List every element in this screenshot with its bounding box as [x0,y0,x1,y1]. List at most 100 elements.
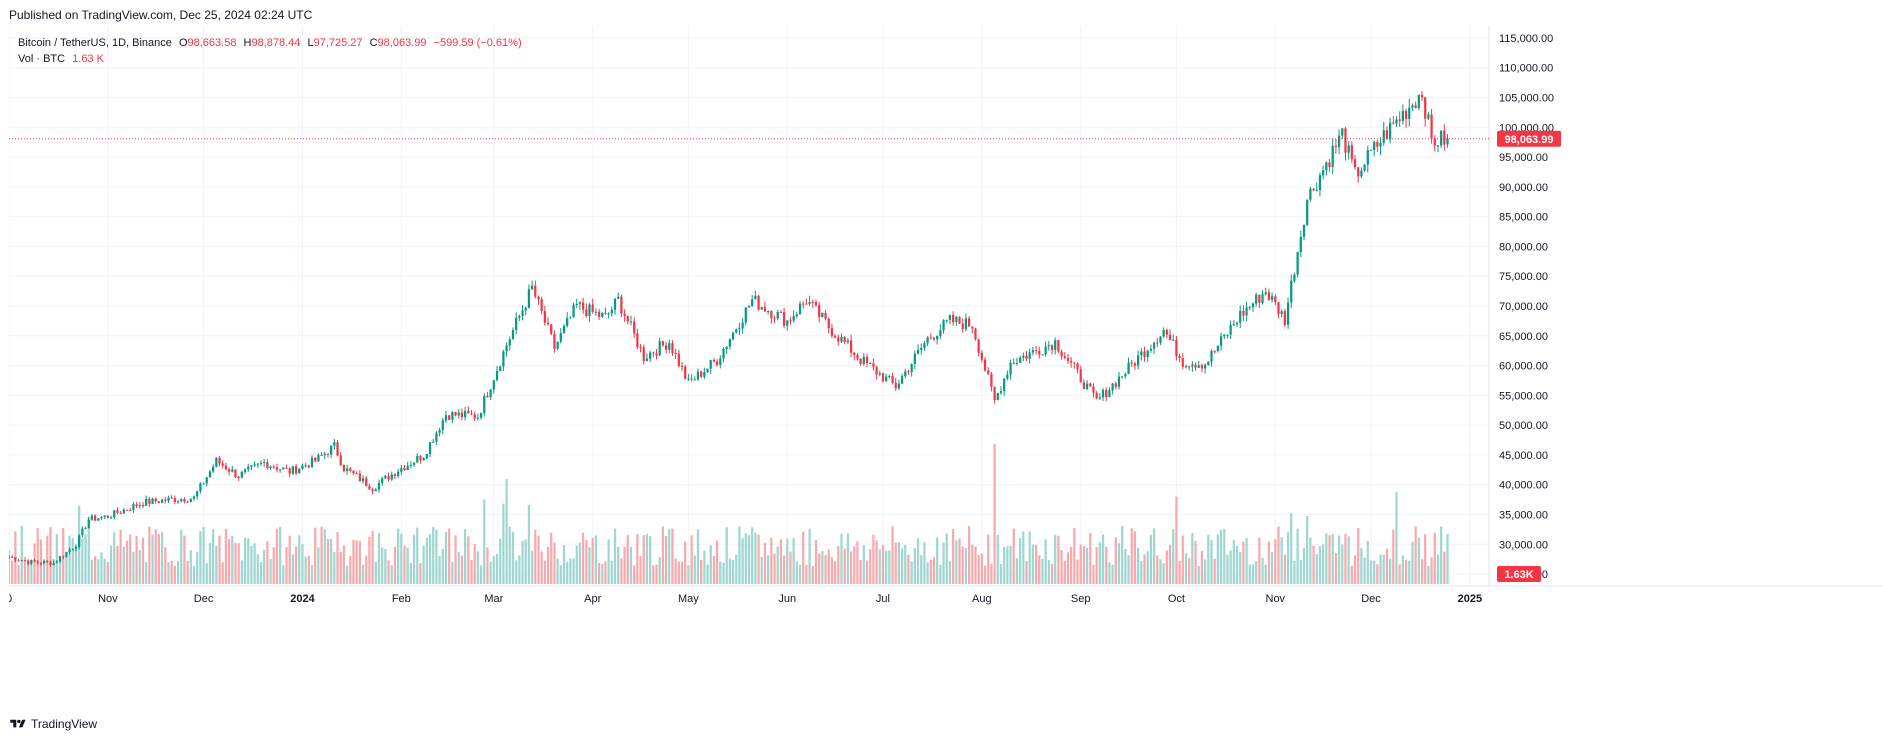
chart-area[interactable]: 25,000.0030,000.0035,000.0040,000.0045,0… [9,26,1883,708]
volume-bar [416,527,419,584]
candle-body [999,391,1003,394]
volume-bar [1373,560,1376,584]
candle-body [33,560,36,562]
candle-body [856,354,859,359]
candle-body [1213,350,1216,352]
volume-bar [1009,545,1012,584]
candle-body [843,336,846,343]
volume-bar [961,546,964,584]
volume-bar [1127,555,1130,584]
candle-body [1079,369,1082,383]
volume-bar [42,560,46,584]
footer-brand[interactable]: TradingView [9,717,97,731]
volume-bar [263,549,266,584]
candle-body [215,457,218,467]
volume-bar [798,564,802,584]
candle-body [371,489,374,492]
candle-body [192,496,196,499]
candle-body [1041,354,1044,356]
volume-bar [1140,561,1143,584]
volume-bar [1108,562,1111,584]
volume-bar [227,538,231,584]
volume-bar [1398,564,1401,584]
candle-body [240,471,243,478]
volume-bar [974,546,977,584]
candle-body [1389,122,1392,140]
candle-body [588,304,591,317]
volume-bar [725,527,728,584]
candle-body [243,469,247,472]
volume-bar [1105,546,1108,584]
candle-body [1028,352,1031,359]
volume-bar [1277,526,1280,584]
candle-body [1066,357,1070,361]
volume-bar [224,528,228,584]
volume-bar [655,564,658,584]
volume-bar [87,517,90,584]
volume-bar [1385,548,1389,584]
candle-body [878,373,881,375]
volume-bar [403,545,406,584]
candle-body [314,457,317,462]
candle-body [84,528,87,530]
y-tick-label: 95,000.00 [1499,152,1548,164]
volume-bar [958,538,961,584]
high-value: 98,878.44 [251,37,301,49]
candle-body [27,560,30,564]
candle-body [489,389,492,398]
candle-body [1283,311,1286,325]
volume-bar [1089,532,1092,584]
volume-bar [674,558,677,584]
candle-body [23,560,27,562]
candle-body [448,415,451,420]
volume-bar [173,565,176,584]
volume-bar [751,527,754,584]
candle-body [199,483,202,492]
candle-body [687,378,690,380]
candle-body [569,317,572,319]
volume-bar [342,545,346,584]
volume-bar [1366,540,1369,584]
volume-bar [668,528,671,584]
volume-bar [231,535,234,584]
volume-bar [952,529,955,584]
volume-bar [731,560,735,584]
candle-body [607,313,610,315]
candle-body [515,317,518,331]
volume-bar [1245,538,1248,584]
candle-body [958,316,961,324]
volume-bar [776,546,779,584]
volume-bar [237,543,240,584]
candle-body [904,371,907,377]
last-price-tag [1497,130,1561,147]
volume-bar [910,561,913,584]
candle-body [247,466,250,470]
volume-bar [1328,535,1331,584]
volume-bar [690,535,693,584]
volume-bar [741,538,744,584]
volume-bar [582,532,585,584]
candle-body [518,316,521,318]
candle-body [167,497,170,501]
candle-body [597,311,601,317]
volume-bar [993,444,996,584]
volume-bar [384,548,387,584]
volume-bar [291,554,294,584]
volume-bar [626,535,629,584]
candle-body [980,352,983,360]
candle-body [1082,382,1086,389]
candle-body [406,465,409,471]
y-tick-label: 45,000.00 [1499,450,1548,462]
volume-bar [94,556,97,584]
volume-bar [1318,546,1322,584]
candle-body [275,467,279,470]
candlestick-chart[interactable]: 25,000.0030,000.0035,000.0040,000.0045,0… [9,26,1883,708]
candle-body [1395,119,1398,124]
volume-bar [208,542,212,584]
candle-body [1022,355,1025,358]
x-tick-label: Dec [1361,593,1381,605]
volume-bar [1440,526,1443,584]
volume-bar [317,546,320,584]
candle-body [511,330,515,340]
candle-body [776,311,779,319]
